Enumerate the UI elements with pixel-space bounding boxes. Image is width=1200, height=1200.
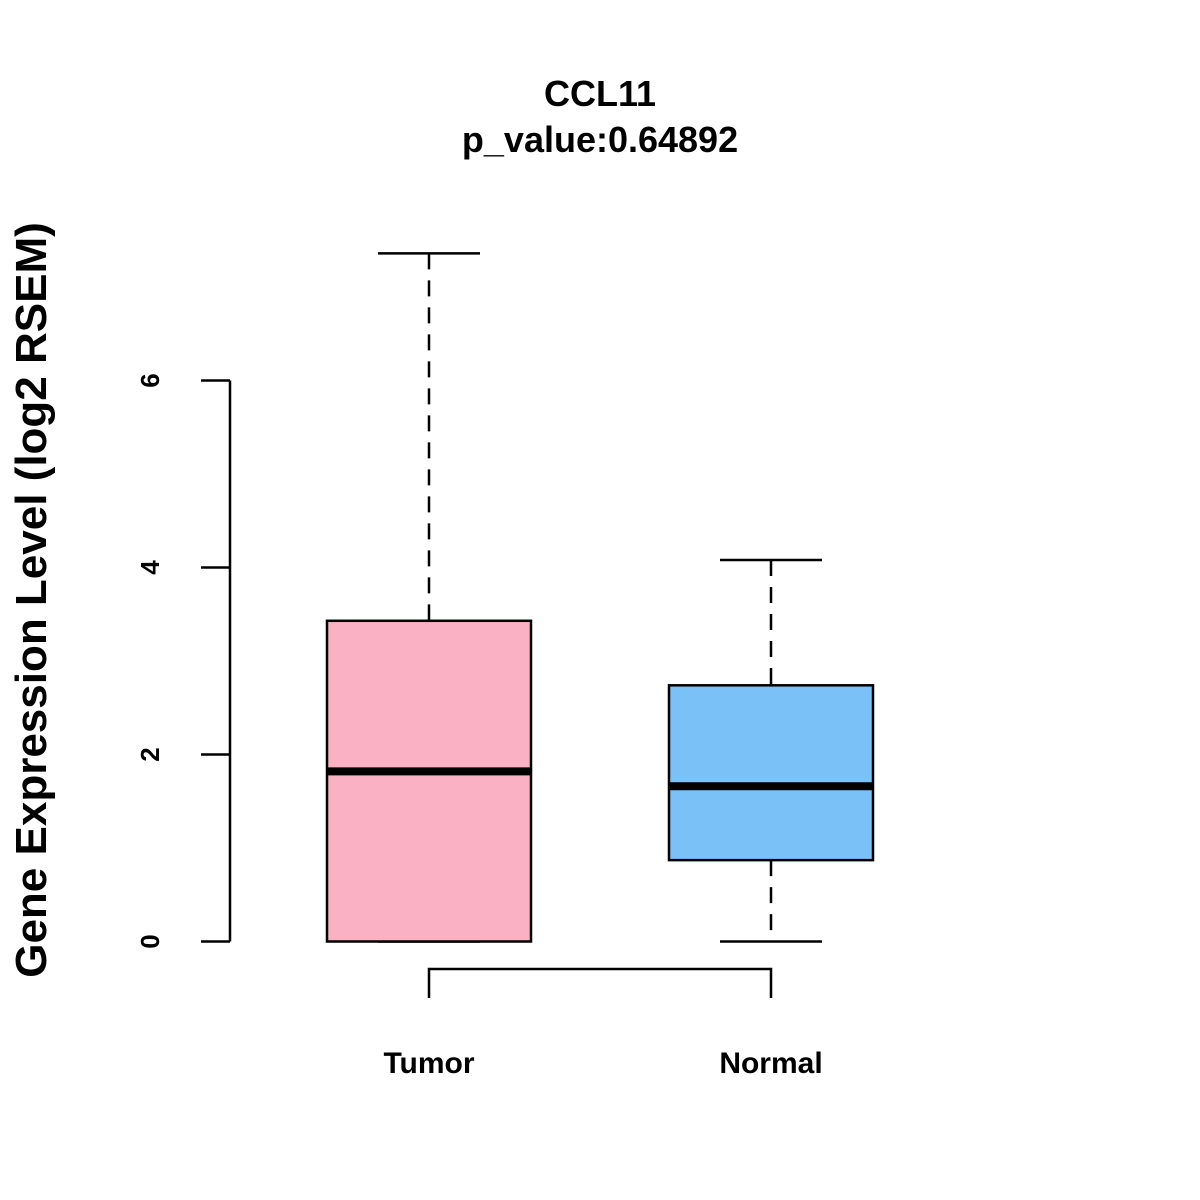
box-tumor [325,619,533,943]
y-axis: 0 2 4 6 [135,373,232,949]
box-group [325,252,875,943]
y-tick-label: 0 [135,934,165,948]
y-tick-label: 4 [135,560,165,575]
y-tick-label: 2 [135,747,165,761]
y-tick-label: 6 [135,373,165,387]
x-category-labels: Tumor Normal [383,1047,822,1080]
chart-subtitle: p_value:0.64892 [462,119,738,160]
box-normal [667,684,875,862]
comparison-bracket [427,967,773,998]
y-axis-label: Gene Expression Level (log2 RSEM) [7,222,56,978]
x-category-label: Tumor [383,1047,474,1080]
bracket-line [427,967,773,998]
chart-title: CCL11 [544,73,656,114]
x-category-label: Normal [719,1047,822,1080]
